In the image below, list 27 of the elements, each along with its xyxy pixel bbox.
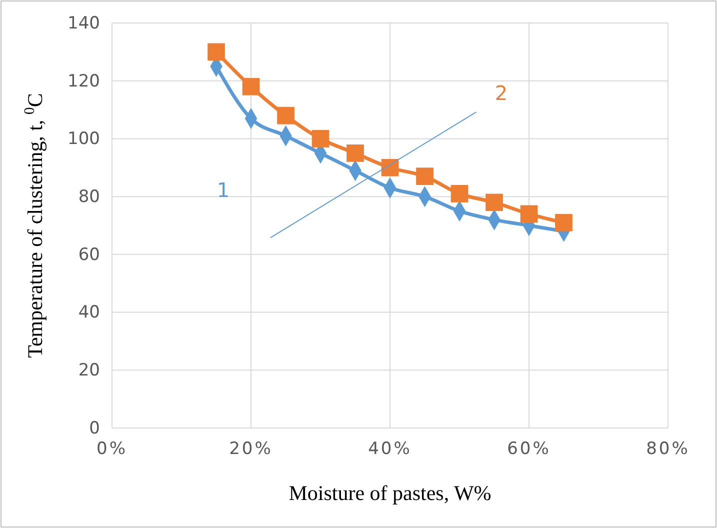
point: [555, 214, 572, 232]
y-tick-label: 80: [78, 187, 100, 208]
point: [277, 106, 294, 124]
text: 2: [494, 80, 508, 105]
y-tick-label: 140: [68, 13, 100, 34]
x-tick-label: 60%: [507, 439, 551, 460]
x-tick-label: 80%: [646, 439, 690, 460]
point: [346, 144, 364, 162]
point: [208, 43, 225, 61]
x-tick-label: 0%: [96, 439, 128, 460]
point: [416, 168, 434, 185]
x-axis-title: Moisture of pastes, W%: [288, 481, 492, 505]
text: 1: [216, 178, 230, 202]
point: [312, 130, 330, 148]
y-tick-label: 40: [78, 302, 100, 323]
x-tick-label: 40%: [368, 439, 412, 460]
point: [486, 194, 503, 212]
y-tick-label: 0: [89, 418, 100, 438]
y-tick-label: 60: [78, 244, 100, 265]
point: [381, 158, 399, 176]
point: [242, 78, 260, 96]
x-tick-label: 20%: [229, 439, 273, 460]
y-tick-label: 100: [68, 129, 100, 150]
y-tick-label: 120: [68, 71, 100, 92]
y-tick-label: 20: [78, 360, 100, 381]
point: [450, 185, 468, 202]
point: [520, 205, 538, 223]
